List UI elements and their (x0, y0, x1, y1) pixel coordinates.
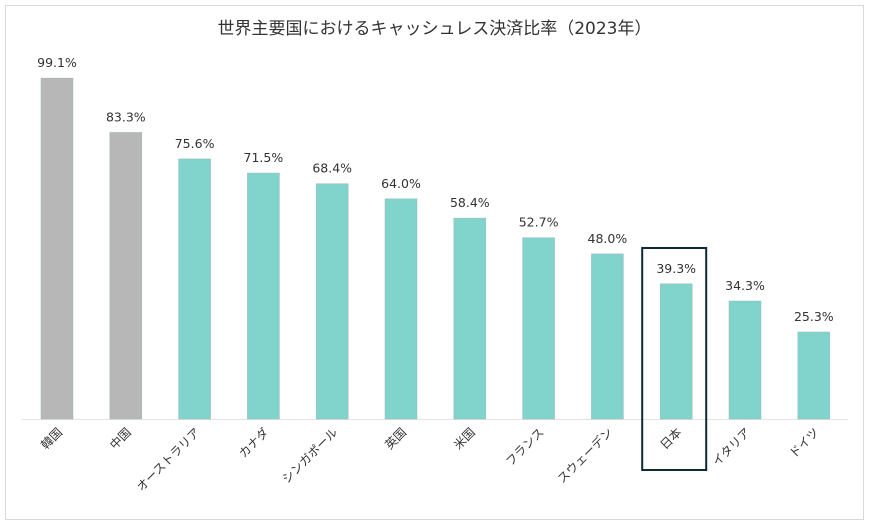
bar (522, 237, 555, 420)
data-label: 75.6% (175, 136, 215, 151)
bar (591, 253, 624, 420)
chart-title: 世界主要国におけるキャッシュレス決済比率（2023年） (217, 19, 652, 39)
category-label: 英国 (382, 425, 409, 452)
data-label: 83.3% (106, 109, 146, 124)
category-label: 韓国 (38, 425, 65, 452)
data-label: 58.4% (450, 195, 490, 210)
bar (109, 132, 143, 420)
data-label: 39.3% (656, 261, 696, 276)
data-label: 71.5% (244, 150, 284, 165)
bar (728, 300, 762, 420)
bar (247, 172, 280, 420)
data-label: 68.4% (312, 161, 352, 176)
chart-frame (5, 5, 864, 520)
category-label: ドイツ (787, 425, 822, 460)
data-label: 64.0% (381, 176, 421, 191)
bar (797, 331, 831, 420)
bar (384, 198, 418, 420)
category-label: 日本 (657, 425, 684, 452)
data-label: 99.1% (37, 55, 77, 70)
bar (453, 217, 487, 420)
category-label: 米国 (451, 425, 478, 452)
bar (40, 77, 74, 420)
bar (659, 283, 693, 420)
category-label: カナダ (235, 425, 271, 461)
category-label: 中国 (106, 425, 134, 453)
category-label: フランス (503, 425, 547, 469)
data-label: 48.0% (588, 231, 628, 246)
data-label: 34.3% (725, 278, 765, 293)
category-label: オーストラリア (134, 425, 203, 494)
data-label: 52.7% (519, 215, 559, 230)
category-label: スウェーデン (554, 425, 616, 487)
bar (315, 183, 349, 420)
highlight-box (641, 247, 708, 471)
category-label: イタリア (710, 425, 754, 469)
bar (178, 158, 211, 420)
category-label: シンガポール (279, 425, 340, 486)
data-label: 25.3% (794, 309, 834, 324)
